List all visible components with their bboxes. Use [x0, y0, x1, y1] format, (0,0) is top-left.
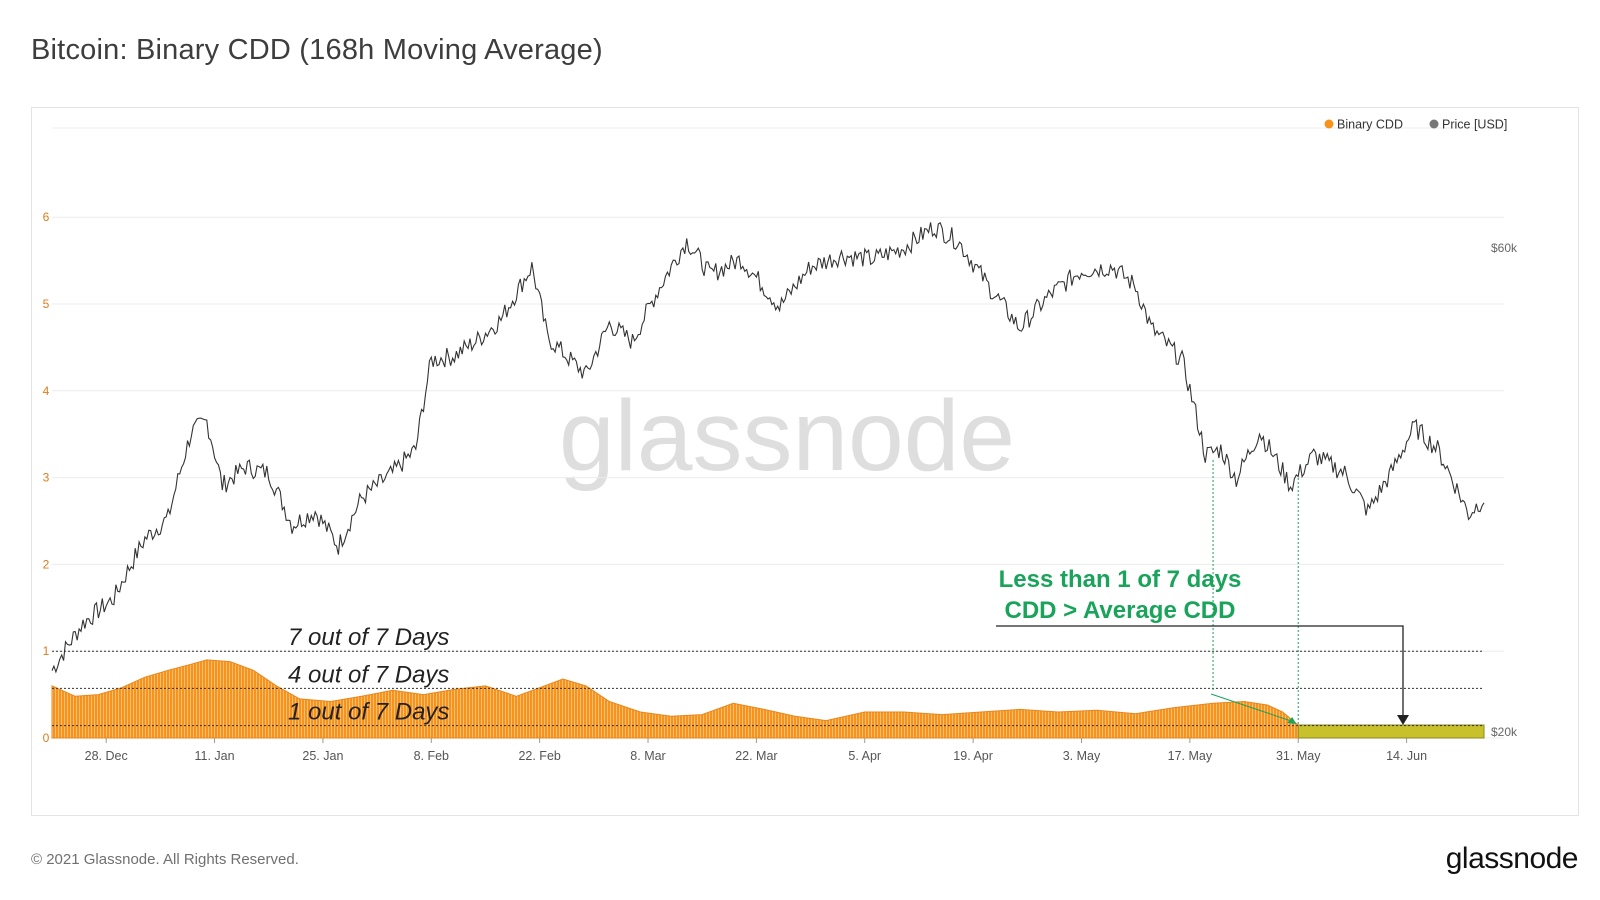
- legend-label: Binary CDD: [1337, 118, 1403, 132]
- x-tick-label: 19. Apr: [953, 749, 993, 763]
- x-tick-label: 11. Jan: [195, 749, 235, 763]
- annotation-text: Less than 1 of 7 days: [999, 566, 1242, 593]
- y-left-tick-label: 3: [43, 471, 50, 485]
- y-right-tick-label: $20k: [1491, 725, 1518, 739]
- x-tick-label: 25. Jan: [302, 749, 343, 763]
- y-left-tick-label: 1: [43, 644, 50, 658]
- annotation-bracket: [996, 625, 1404, 720]
- reference-line-label: 1 out of 7 Days: [288, 699, 449, 726]
- y-left-tick-label: 5: [43, 297, 50, 311]
- x-tick-label: 17. May: [1168, 749, 1213, 763]
- x-tick-label: 22. Mar: [735, 749, 777, 763]
- reference-line-label: 7 out of 7 Days: [288, 624, 449, 651]
- price-line: [51, 221, 1485, 674]
- annotation-bracket-arrowhead: [1397, 715, 1409, 725]
- x-tick-label: 3. May: [1063, 749, 1101, 763]
- x-tick-label: 8. Feb: [414, 749, 449, 763]
- glassnode-logo[interactable]: glassnode: [1445, 842, 1579, 875]
- annotation-text: CDD > Average CDD: [1005, 597, 1236, 624]
- chart-title: Bitcoin: Binary CDD (168h Moving Average…: [31, 34, 603, 66]
- cdd-highlight-range: [1297, 724, 1485, 739]
- legend-label: Price [USD]: [1442, 118, 1507, 132]
- legend-marker: [1429, 119, 1439, 129]
- y-left-tick-label: 0: [43, 731, 50, 745]
- chart-svg: glassnode 0 1 2 3 4 5 6 $20k $60k 28. Dec 11. Jan 25…: [43, 118, 1518, 764]
- y-left-tick-label: 4: [43, 384, 50, 398]
- annotation-arrowhead: [1287, 717, 1297, 724]
- x-tick-label: 31. May: [1276, 749, 1321, 763]
- watermark-text: glassnode: [559, 380, 1015, 492]
- x-tick-label: 14. Jun: [1386, 749, 1427, 763]
- x-tick-label: 28. Dec: [85, 749, 128, 763]
- x-tick-label: 8. Mar: [630, 749, 665, 763]
- copyright-text: © 2021 Glassnode. All Rights Reserved.: [31, 851, 299, 868]
- reference-line-label: 4 out of 7 Days: [288, 661, 449, 688]
- y-left-tick-label: 2: [43, 557, 50, 571]
- cdd-area: [51, 659, 1485, 739]
- x-tick-label: 22. Feb: [518, 749, 560, 763]
- annotation-arrow: [1210, 693, 1295, 723]
- legend-marker: [1324, 119, 1334, 129]
- y-left-tick-label: 6: [43, 210, 50, 224]
- y-right-tick-label: $60k: [1491, 241, 1518, 255]
- x-tick-label: 5. Apr: [848, 749, 881, 763]
- chart-panel: glassnode 0 1 2 3 4 5 6 $20k $60k 28. Dec 11. Jan 25…: [31, 107, 1579, 816]
